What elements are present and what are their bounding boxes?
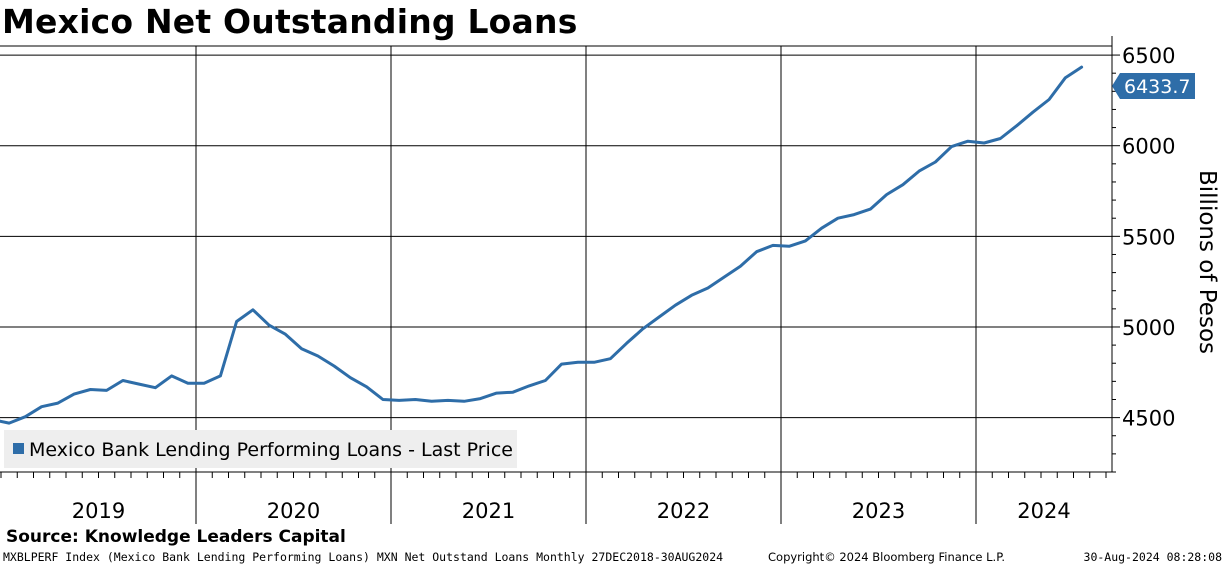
- legend: Mexico Bank Lending Performing Loans - L…: [4, 430, 517, 468]
- y-tick-label: 4500: [1122, 407, 1175, 431]
- legend-label: Mexico Bank Lending Performing Loans - L…: [29, 439, 513, 461]
- last-price-tag-shape: [1112, 73, 1195, 99]
- x-tick-label: 2020: [267, 499, 320, 523]
- x-axis-labels: 2019 2020 2021 2022 2023 2024: [72, 499, 1071, 523]
- x-tick-label: 2021: [462, 499, 515, 523]
- last-price-value: 6433.7: [1124, 76, 1190, 98]
- y-tick-label: 5000: [1122, 316, 1175, 340]
- footer-copyright: Copyright© 2024 Bloomberg Finance L.P.: [768, 550, 1005, 564]
- x-tick-label: 2023: [852, 499, 905, 523]
- legend-background: [4, 430, 517, 468]
- series-line: [0, 65, 1084, 425]
- x-tick-label: 2022: [657, 499, 710, 523]
- y-tick-label: 5500: [1122, 225, 1175, 249]
- footer-index-description: MXBLPERF Index (Mexico Bank Lending Perf…: [3, 550, 724, 564]
- legend-swatch: [13, 443, 24, 454]
- x-tick-label: 2019: [72, 499, 125, 523]
- last-price-tag: 6433.7: [1112, 73, 1195, 99]
- x-tick-label: 2024: [1017, 499, 1070, 523]
- x-axis-ticks: [0, 471, 1112, 524]
- grid-lines: [0, 45, 1112, 472]
- footer-timestamp: 30-Aug-2024 08:28:08: [1083, 550, 1222, 564]
- y-tick-label: 6500: [1122, 44, 1175, 68]
- source-note: Source: Knowledge Leaders Capital: [6, 527, 346, 547]
- chart-title: Mexico Net Outstanding Loans: [2, 2, 578, 41]
- y-axis: 4500 5000 5500 6000 6500: [1111, 36, 1175, 473]
- y-tick-label: 6000: [1122, 135, 1175, 159]
- y-axis-label: Billions of Pesos: [1194, 170, 1220, 354]
